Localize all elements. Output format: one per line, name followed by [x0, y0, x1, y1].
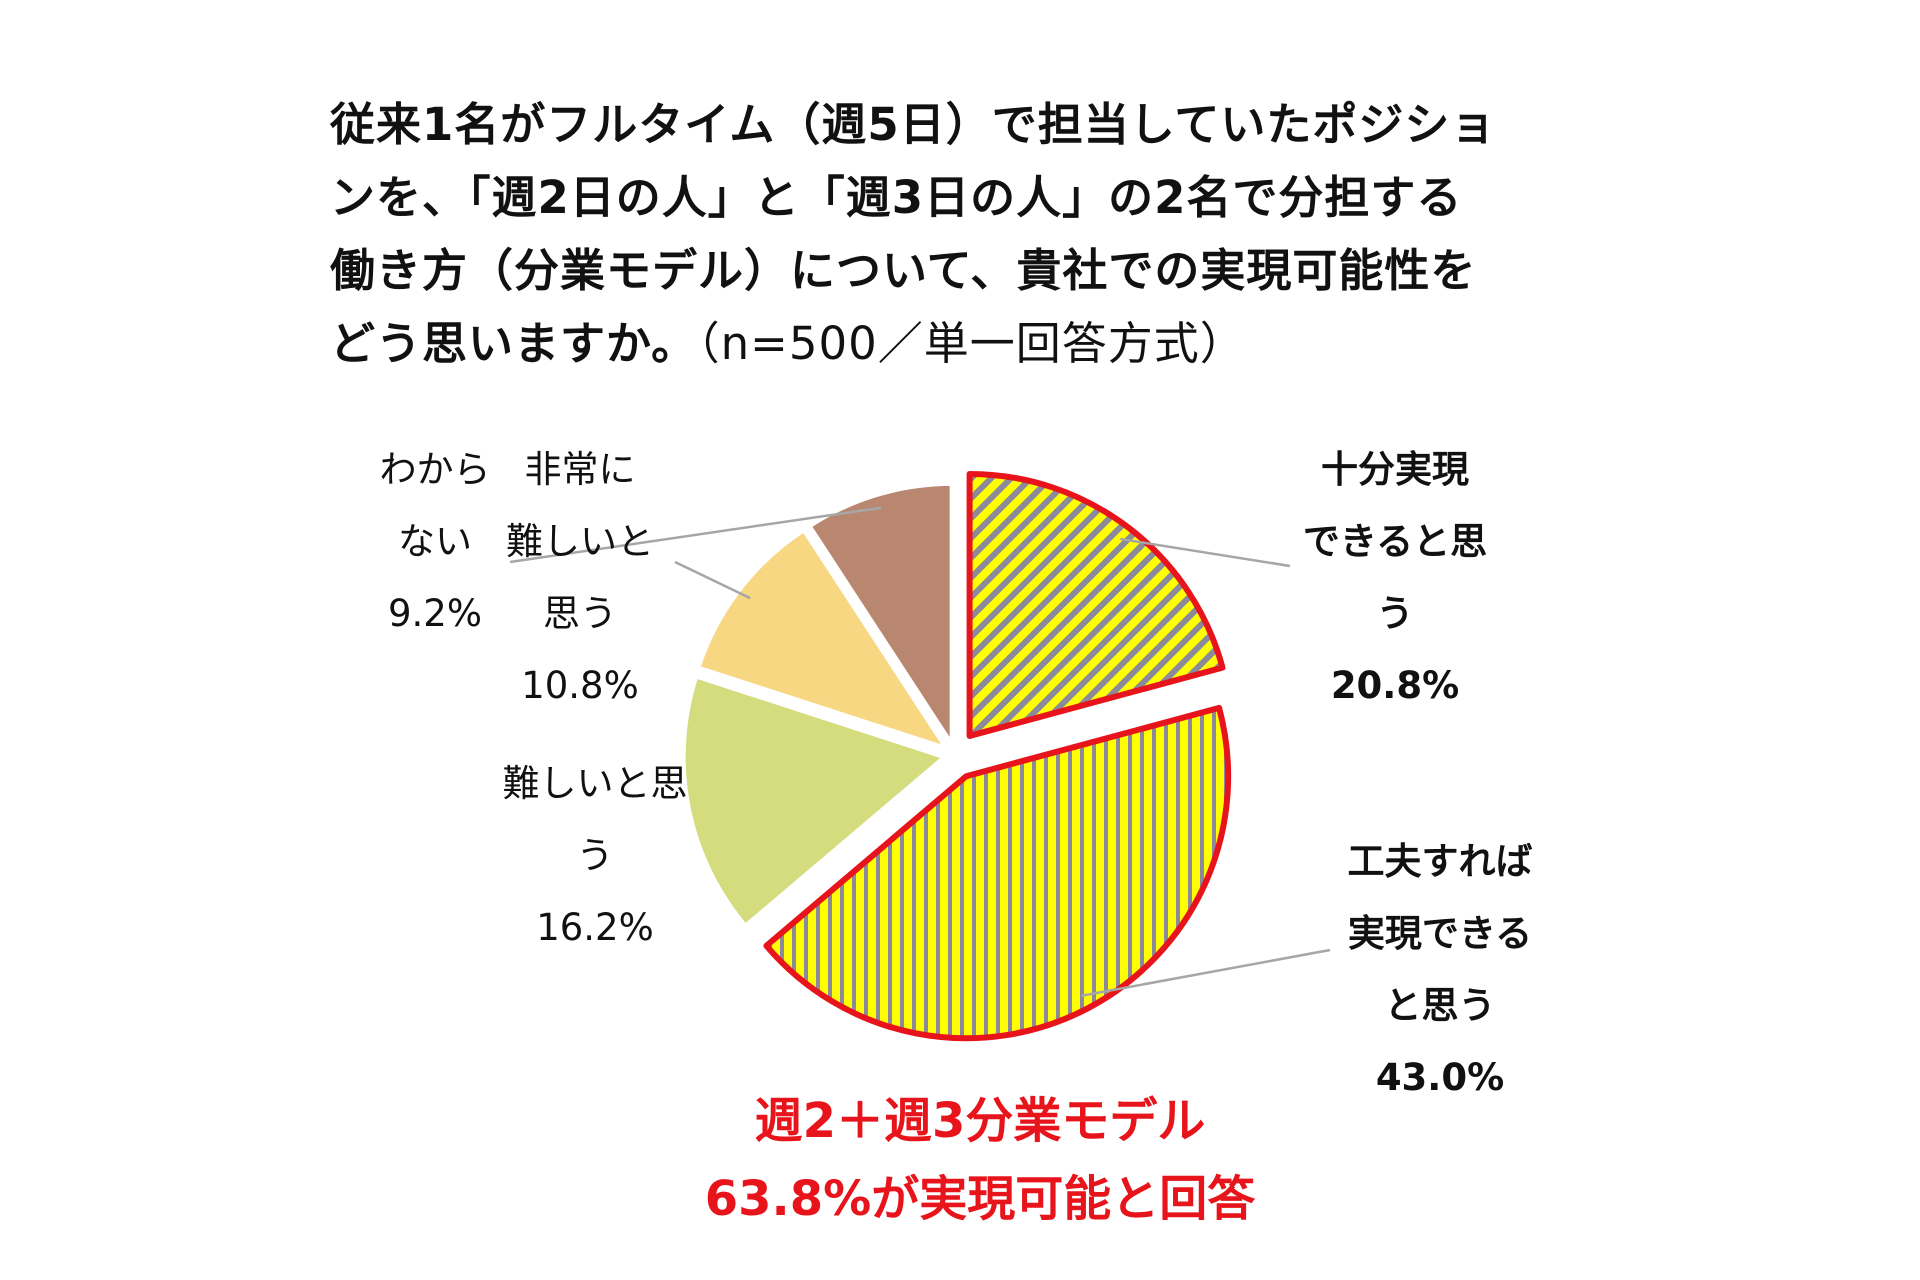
label-value: 43.0% — [1375, 1056, 1505, 1099]
callout-line: 週2＋週3分業モデル — [754, 1093, 1206, 1149]
label-line: 実現できる — [1347, 912, 1533, 955]
pie-slice-1 — [763, 704, 1232, 1042]
label-line: う — [576, 834, 614, 877]
label-line: 思う — [543, 592, 617, 635]
pie-slice-4 — [806, 480, 955, 748]
label-line: 難しいと思 — [502, 762, 688, 805]
pie-slice-2 — [680, 673, 948, 929]
chart-title: 従来1名がフルタイム（週5日）で担当していたポジショ ンを、「週2日の人」と「週… — [330, 88, 1630, 380]
label-line: 非常に — [524, 448, 636, 491]
title-question-end: どう思いますか。 — [330, 317, 698, 370]
label-slice-3: 非常に 難しいと 思う 10.8% — [495, 434, 665, 722]
summary-callout: 週2＋週3分業モデル 63.8%が実現可能と回答 — [600, 1082, 1360, 1238]
pie-slice-0 — [966, 470, 1226, 739]
leader-line-0 — [1120, 537, 1291, 568]
sample-note: （n=500／単一回答方式） — [697, 317, 1246, 370]
title-line: どう思いますか。（n=500／単一回答方式） — [330, 307, 1630, 380]
label-value: 20.8% — [1330, 664, 1460, 707]
label-line: 難しいと — [506, 520, 654, 563]
label-line: わから — [379, 448, 491, 491]
label-line: と思う — [1384, 984, 1496, 1027]
label-slice-4: わから ない 9.2% — [365, 434, 505, 650]
label-slice-0: 十分実現 できると思 う 20.8% — [1290, 434, 1500, 722]
label-line: できると思 — [1302, 520, 1488, 563]
pie-slice-3 — [695, 526, 950, 752]
label-value: 9.2% — [388, 592, 482, 635]
label-value: 16.2% — [536, 906, 654, 949]
label-slice-2: 難しいと思 う 16.2% — [490, 748, 700, 964]
title-line: 働き方（分業モデル）について、貴社での実現可能性を — [330, 244, 1477, 297]
leader-line-4 — [509, 506, 882, 564]
label-value: 10.8% — [521, 664, 639, 707]
label-line: 十分実現 — [1321, 448, 1469, 491]
label-line: う — [1376, 592, 1414, 635]
callout-line: 63.8%が実現可能と回答 — [704, 1171, 1256, 1227]
title-line: 従来1名がフルタイム（週5日）で担当していたポジショ — [330, 98, 1497, 151]
leader-line-3 — [674, 560, 751, 600]
label-line: 工夫すれば — [1347, 840, 1533, 883]
title-line: ンを、「週2日の人」と「週3日の人」の2名で分担する — [330, 171, 1463, 224]
label-line: ない — [398, 520, 472, 563]
leader-line-1 — [1081, 948, 1331, 998]
label-slice-1: 工夫すれば 実現できる と思う 43.0% — [1330, 826, 1550, 1114]
